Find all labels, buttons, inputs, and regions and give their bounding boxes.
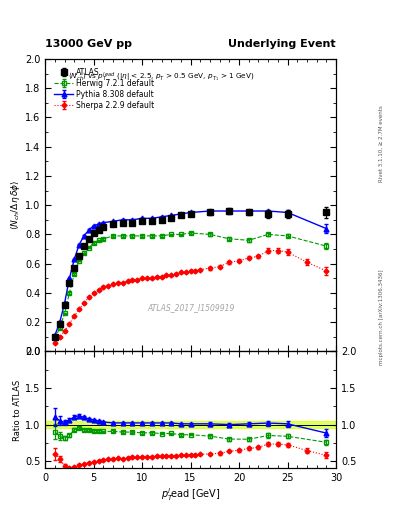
Legend: ATLAS, Herwig 7.2.1 default, Pythia 8.308 default, Sherpa 2.2.9 default: ATLAS, Herwig 7.2.1 default, Pythia 8.30… bbox=[52, 66, 157, 112]
Text: mcplots.cern.ch [arXiv:1306.3436]: mcplots.cern.ch [arXiv:1306.3436] bbox=[379, 270, 384, 365]
Text: 13000 GeV pp: 13000 GeV pp bbox=[45, 38, 132, 49]
Text: $\langle N_{ch}\rangle$ vs $p_T^{lead}$ ($|\eta|$ < 2.5, $p_T$ > 0.5 GeV, $p_{T_: $\langle N_{ch}\rangle$ vs $p_T^{lead}$ … bbox=[68, 71, 255, 84]
Text: Underlying Event: Underlying Event bbox=[228, 38, 336, 49]
Y-axis label: $\langle N_{ch}/\Delta\eta\,\delta\phi\rangle$: $\langle N_{ch}/\Delta\eta\,\delta\phi\r… bbox=[9, 180, 22, 230]
Text: ATLAS_2017_I1509919: ATLAS_2017_I1509919 bbox=[147, 303, 234, 312]
Bar bbox=[45, 421, 336, 428]
Text: Rivet 3.1.10, ≥ 2.7M events: Rivet 3.1.10, ≥ 2.7M events bbox=[379, 105, 384, 182]
Y-axis label: Ratio to ATLAS: Ratio to ATLAS bbox=[13, 379, 22, 441]
X-axis label: $p_T^l\!$ead [GeV]: $p_T^l\!$ead [GeV] bbox=[161, 486, 220, 503]
